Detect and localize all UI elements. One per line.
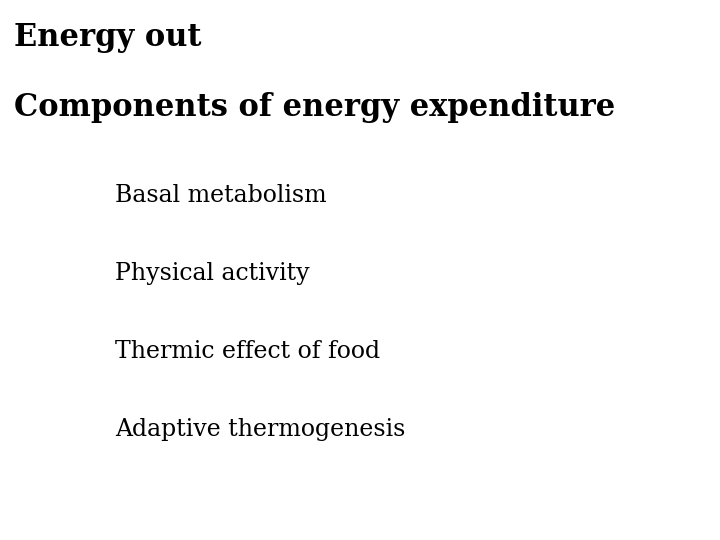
Text: Physical activity: Physical activity [115, 262, 310, 285]
Text: Components of energy expenditure: Components of energy expenditure [14, 92, 616, 123]
Text: Energy out: Energy out [14, 22, 202, 52]
Text: Thermic effect of food: Thermic effect of food [115, 340, 380, 363]
Text: Adaptive thermogenesis: Adaptive thermogenesis [115, 418, 405, 442]
Text: Basal metabolism: Basal metabolism [115, 184, 327, 207]
